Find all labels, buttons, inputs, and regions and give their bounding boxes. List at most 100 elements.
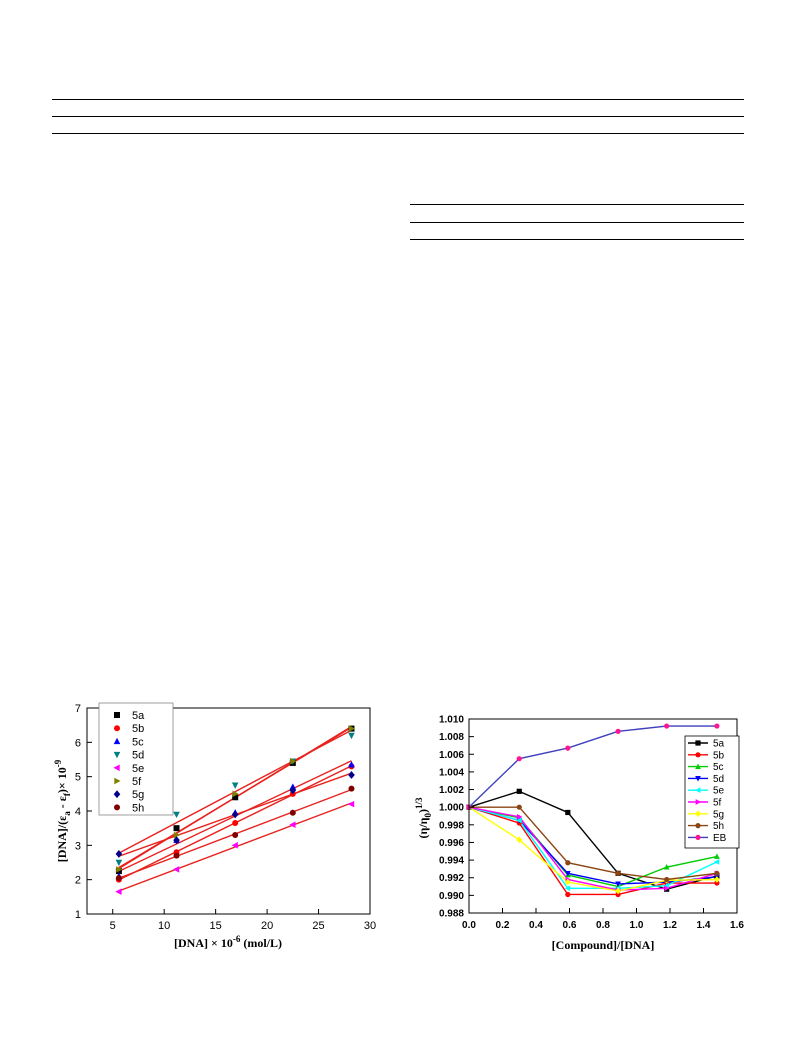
point-5h xyxy=(173,852,180,859)
point-5e xyxy=(172,866,180,873)
point-5d xyxy=(173,811,180,819)
point-5e xyxy=(713,858,720,865)
y-tick-label: 1.000 xyxy=(439,803,464,814)
point-5a xyxy=(173,825,180,832)
point-5h xyxy=(348,785,355,792)
x-tick-label: 10 xyxy=(158,920,170,932)
y-axis-title: (η/η0)1/3 xyxy=(414,797,433,838)
point-5b xyxy=(615,891,621,898)
point-5d xyxy=(348,732,355,740)
legend-label-5e: 5e xyxy=(713,786,725,797)
point-5d xyxy=(564,870,571,877)
y-tick-label: 0.994 xyxy=(439,856,464,867)
point-5g xyxy=(173,836,180,845)
legend-label-5h: 5h xyxy=(132,802,144,814)
point-5e xyxy=(347,800,355,808)
point-5b xyxy=(565,891,571,898)
point-5d xyxy=(231,782,239,789)
x-axis-title: [DNA] × 10-6 (mol/L) xyxy=(174,934,282,950)
point-5h xyxy=(115,874,122,881)
y-tick-label: 3 xyxy=(75,840,81,852)
legend-marker-5e xyxy=(113,764,120,772)
point-5h xyxy=(232,832,239,839)
series-line-5h xyxy=(469,806,717,881)
viscosity-chart: 0.0 0.2 0.4 0.6 0.8 1.0 1.2 1.4 1.6 0.988 0.990 0.9… xyxy=(414,715,744,953)
point-5d xyxy=(615,881,621,888)
legend-label-5c: 5c xyxy=(132,736,144,748)
point-5h xyxy=(615,870,621,876)
series-line-5b xyxy=(468,806,717,896)
x-tick-label: 1.4 xyxy=(697,920,711,931)
point-EB xyxy=(714,723,720,729)
x-tick-label: 1.0 xyxy=(630,920,644,931)
legend-marker-EB xyxy=(695,834,701,840)
series-line-5c xyxy=(468,806,718,888)
y-tick-label: 0.990 xyxy=(439,891,464,902)
y-tick-label: 1.006 xyxy=(439,750,464,761)
point-5f xyxy=(290,757,297,765)
point-5e xyxy=(516,817,522,824)
table-1-bottom-rule xyxy=(52,133,744,134)
legend-marker-5b xyxy=(695,752,701,758)
x-tick-label: 0.6 xyxy=(563,920,577,931)
legend-marker-5h xyxy=(695,823,701,829)
point-EB xyxy=(516,756,522,762)
table-2-mid-rule xyxy=(410,222,744,223)
y-tick-label: 1.002 xyxy=(439,785,464,796)
legend-label-5g: 5g xyxy=(132,789,144,801)
y-tick-label: 7 xyxy=(75,703,81,715)
legend-label-5a: 5a xyxy=(713,739,725,750)
legend-label-5b: 5b xyxy=(132,723,144,735)
legend-marker-5d xyxy=(695,776,701,782)
x-tick-label: 1.6 xyxy=(730,920,744,931)
y-tick-label: 1.008 xyxy=(439,732,464,743)
x-tick-label: 5 xyxy=(110,920,116,932)
point-5b xyxy=(232,820,239,827)
y-tick-label: 0.998 xyxy=(439,820,464,831)
y-tick-label: 4 xyxy=(75,806,81,818)
point-5a xyxy=(232,794,239,801)
point-5g xyxy=(516,836,523,844)
point-5g xyxy=(115,850,123,858)
point-EB xyxy=(615,728,621,734)
table-2-bottom-rule xyxy=(410,239,744,240)
point-5h xyxy=(565,860,571,866)
series-line-5e xyxy=(468,806,718,890)
series-line-5g xyxy=(468,806,717,892)
legend-marker-5c xyxy=(113,737,121,745)
legend-marker-5a xyxy=(114,712,120,718)
legend-marker-5f xyxy=(695,799,702,805)
point-5h xyxy=(664,876,670,883)
series-line-EB xyxy=(468,725,717,808)
point-5e xyxy=(289,821,296,829)
point-5a xyxy=(516,788,522,794)
point-5g xyxy=(615,887,621,895)
y-tick-label: 1.004 xyxy=(439,767,464,778)
legend-label-5c: 5c xyxy=(713,762,724,773)
y-tick-label: 0.996 xyxy=(439,838,464,849)
table-2-top-rule xyxy=(410,204,744,205)
x-tick-label: 0.2 xyxy=(496,920,510,931)
x-tick-label: 15 xyxy=(210,920,222,932)
legend-label-5f: 5f xyxy=(713,798,722,809)
y-tick-label: 2 xyxy=(75,875,81,887)
legend-label-5f: 5f xyxy=(132,776,142,788)
legend-label-5e: 5e xyxy=(132,763,144,775)
x-tick-label: 30 xyxy=(364,920,376,932)
point-5f xyxy=(664,885,670,892)
y-tick-label: 5 xyxy=(75,772,81,784)
x-tick-label: 20 xyxy=(261,920,273,932)
y-tick-label: 1 xyxy=(75,909,81,921)
point-5e xyxy=(564,885,571,892)
point-5f xyxy=(348,725,356,732)
x-tick-label: 0.8 xyxy=(596,920,610,931)
legend-box xyxy=(684,735,740,849)
point-5f xyxy=(116,866,123,873)
point-5b xyxy=(714,880,720,886)
series-line-5f xyxy=(468,806,718,891)
point-5c xyxy=(714,853,720,859)
legend-marker-5c xyxy=(695,763,701,769)
y-axis-title: [DNA]/(εa - εf)× 10-9 xyxy=(53,759,72,862)
